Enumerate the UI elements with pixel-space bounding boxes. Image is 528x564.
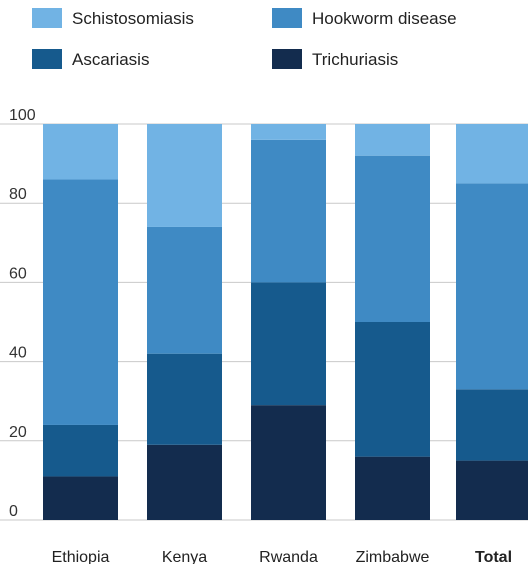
legend-label-ascariasis: Ascariasis bbox=[72, 50, 149, 69]
bar-zimbabwe-schistosomiasis bbox=[355, 124, 430, 156]
bars bbox=[43, 124, 528, 520]
x-tick-label-rwanda: Rwanda bbox=[259, 549, 318, 564]
x-tick-label-total: Total bbox=[475, 549, 512, 564]
x-tick-label-zimbabwe: Zimbabwe bbox=[356, 549, 430, 564]
x-axis-ticks: Ethiopia Kenya Rwanda Zimbabwe Total bbox=[52, 549, 512, 564]
bar-rwanda-trichuriasis bbox=[251, 405, 326, 520]
bar-zimbabwe-ascariasis bbox=[355, 322, 430, 457]
x-tick-label-ethiopia: Ethiopia bbox=[52, 549, 110, 564]
legend-label-hookworm-disease: Hookworm disease bbox=[312, 9, 457, 28]
y-tick-label-60: 60 bbox=[9, 265, 27, 282]
bar-total-schistosomiasis bbox=[456, 124, 528, 184]
bar-ethiopia-hookworm-disease bbox=[43, 179, 118, 425]
bar-ethiopia-schistosomiasis bbox=[43, 124, 118, 180]
bar-kenya-hookworm-disease bbox=[147, 226, 222, 354]
bar-kenya-ascariasis bbox=[147, 353, 222, 445]
legend-label-trichuriasis: Trichuriasis bbox=[312, 50, 398, 69]
x-tick-label-kenya: Kenya bbox=[162, 549, 207, 564]
bar-total-trichuriasis bbox=[456, 460, 528, 520]
legend-swatch-ascariasis bbox=[32, 49, 62, 69]
bar-ethiopia-ascariasis bbox=[43, 424, 118, 477]
bar-rwanda-hookworm-disease bbox=[251, 139, 326, 283]
bar-zimbabwe-hookworm-disease bbox=[355, 155, 430, 322]
bar-kenya-schistosomiasis bbox=[147, 124, 222, 227]
legend-swatch-trichuriasis bbox=[272, 49, 302, 69]
y-tick-label-20: 20 bbox=[9, 424, 27, 441]
y-tick-label-40: 40 bbox=[9, 345, 27, 362]
bar-rwanda-schistosomiasis bbox=[251, 124, 326, 140]
y-tick-label-80: 80 bbox=[9, 186, 27, 203]
bar-kenya-trichuriasis bbox=[147, 444, 222, 520]
legend-label-schistosomiasis: Schistosomiasis bbox=[72, 9, 194, 28]
bar-total-ascariasis bbox=[456, 389, 528, 461]
bar-total-hookworm-disease bbox=[456, 183, 528, 390]
bar-rwanda-ascariasis bbox=[251, 282, 326, 406]
y-axis-ticks: 0 20 40 60 80 100 bbox=[9, 107, 36, 520]
legend-swatch-hookworm-disease bbox=[272, 8, 302, 28]
bar-zimbabwe-trichuriasis bbox=[355, 456, 430, 520]
y-tick-label-0: 0 bbox=[9, 503, 18, 520]
bar-ethiopia-trichuriasis bbox=[43, 476, 118, 520]
legend-swatch-schistosomiasis bbox=[32, 8, 62, 28]
legend: Schistosomiasis Hookworm disease Ascariasi… bbox=[32, 8, 457, 69]
y-tick-label-100: 100 bbox=[9, 107, 36, 124]
